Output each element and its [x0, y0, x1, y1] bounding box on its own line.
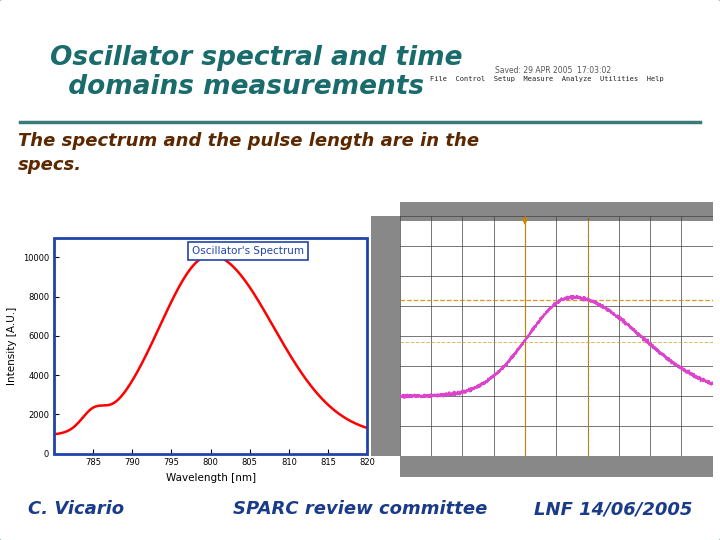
Bar: [372, 216, 400, 456]
Text: domains measurements: domains measurements: [50, 74, 424, 100]
Bar: [400, 456, 713, 477]
X-axis label: Wavelength [nm]: Wavelength [nm]: [166, 473, 256, 483]
Y-axis label: Intensity [A.U.]: Intensity [A.U.]: [7, 307, 17, 384]
Text: File  Control  Setup  Measure  Analyze  Utilities  Help                     3:08: File Control Setup Measure Analyze Utili…: [430, 76, 720, 82]
Text: Oscillator spectral and time: Oscillator spectral and time: [50, 45, 462, 71]
Text: Oscillator's Spectrum: Oscillator's Spectrum: [192, 246, 304, 256]
Bar: [400, 202, 713, 220]
Text: The spectrum and the pulse length are in the
specs.: The spectrum and the pulse length are in…: [18, 132, 479, 173]
Text: LNF 14/06/2005: LNF 14/06/2005: [534, 500, 692, 518]
Text: C. Vicario: C. Vicario: [28, 500, 124, 518]
Text: Saved: 29 APR 2005  17:03:02: Saved: 29 APR 2005 17:03:02: [495, 66, 611, 75]
Text: SPARC review committee: SPARC review committee: [233, 500, 487, 518]
